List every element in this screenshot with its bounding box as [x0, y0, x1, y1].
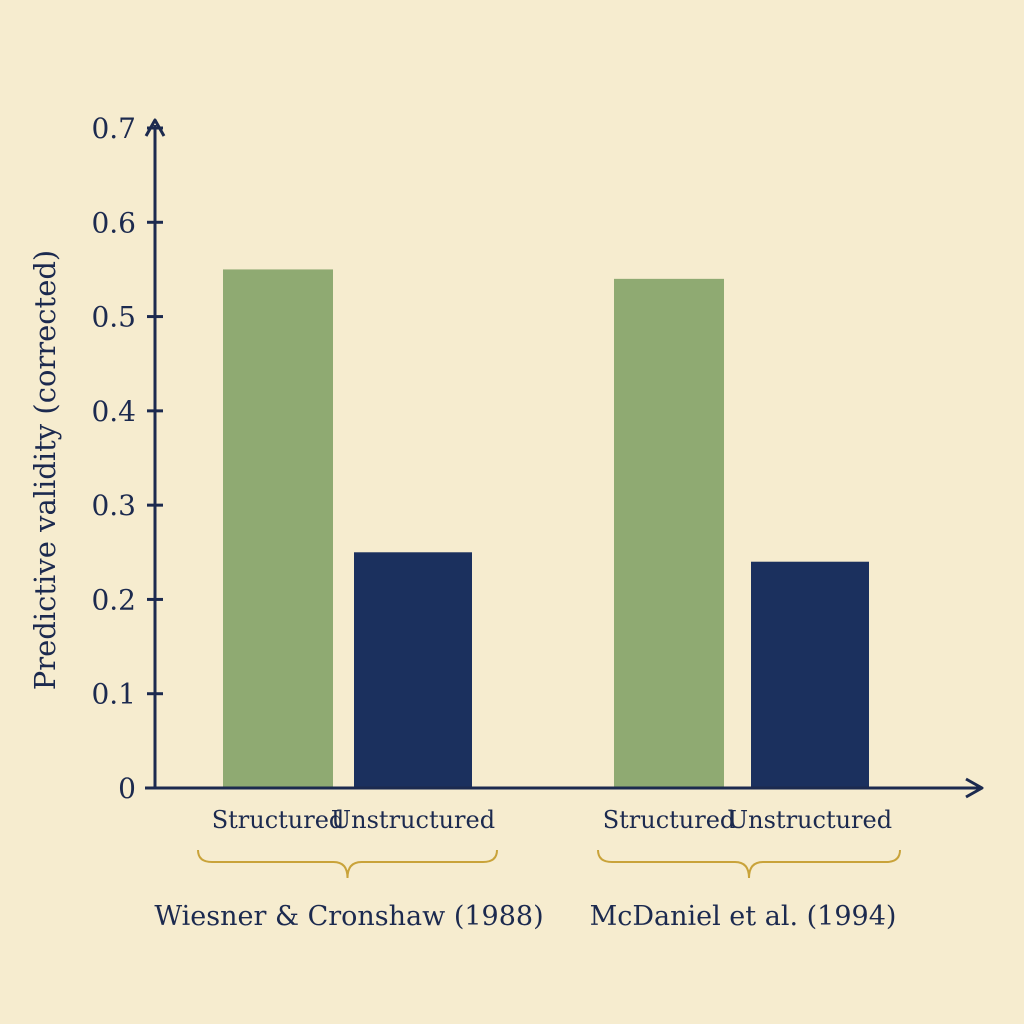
y-tick-label: 0.4	[91, 395, 136, 428]
group-brace	[597, 849, 901, 879]
y-axis-ticks: 0 0.1 0.2 0.3 0.4 0.5 0.6 0.7	[91, 112, 163, 805]
y-tick-label: 0.7	[91, 112, 136, 145]
category-label: Unstructured	[728, 806, 892, 834]
y-tick-label: 0.2	[91, 583, 136, 616]
group-braces	[197, 849, 901, 879]
group-label: McDaniel et al. (1994)	[590, 901, 897, 932]
bars	[223, 269, 869, 788]
category-label: Structured	[603, 806, 736, 834]
y-tick-label: 0.1	[91, 678, 136, 711]
group-labels: Wiesner & Cronshaw (1988) McDaniel et al.…	[154, 901, 896, 932]
bar-unstructured-2	[751, 561, 869, 788]
bar-unstructured-1	[354, 552, 472, 788]
bar-structured-1	[223, 269, 333, 788]
category-label: Unstructured	[331, 806, 495, 834]
y-axis-label: Predictive validity (corrected)	[28, 250, 62, 690]
category-label: Structured	[212, 806, 345, 834]
y-tick-label: 0.5	[91, 301, 136, 334]
axes	[144, 118, 984, 799]
y-tick-label: 0.6	[91, 206, 136, 239]
x-axis-arrow	[965, 777, 984, 799]
y-axis-arrow	[144, 118, 166, 137]
group-label: Wiesner & Cronshaw (1988)	[154, 901, 543, 932]
y-tick-label: 0.3	[91, 489, 136, 522]
bar-structured-2	[614, 278, 724, 788]
y-tick-label: 0	[118, 772, 136, 805]
group-brace	[197, 849, 498, 879]
